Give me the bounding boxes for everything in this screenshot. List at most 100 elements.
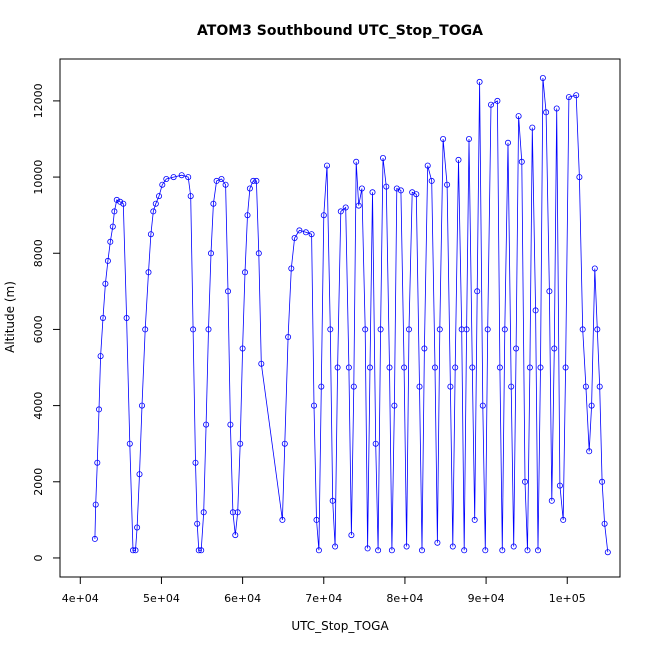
x-axis-label: UTC_Stop_TOGA: [291, 619, 389, 633]
data-point: [337, 208, 344, 215]
data-point: [237, 440, 244, 447]
data-point: [315, 547, 322, 554]
data-point: [529, 124, 536, 131]
data-point: [501, 326, 508, 333]
data-point: [210, 200, 217, 207]
x-tick-label: 1e+05: [549, 592, 586, 605]
data-point: [401, 364, 408, 371]
y-tick-label: 0: [32, 554, 45, 561]
data-point: [342, 204, 349, 211]
data-point: [222, 181, 229, 188]
data-point: [560, 516, 567, 523]
chart-title: ATOM3 Southbound UTC_Stop_TOGA: [197, 23, 483, 39]
data-point: [591, 265, 598, 272]
data-point: [421, 345, 428, 352]
data-point: [195, 547, 202, 554]
data-point: [522, 478, 529, 485]
data-point: [586, 448, 593, 455]
data-point: [474, 288, 481, 295]
data-point: [596, 383, 603, 390]
data-point: [142, 326, 149, 333]
data-point: [109, 223, 116, 230]
data-point: [463, 326, 470, 333]
data-point: [469, 364, 476, 371]
data-point: [428, 177, 435, 184]
data-point: [513, 345, 520, 352]
data-point: [285, 333, 292, 340]
data-point: [386, 364, 393, 371]
data-point: [192, 459, 199, 466]
data-point: [113, 196, 120, 203]
data-point: [440, 135, 447, 142]
data-point: [369, 189, 376, 196]
data-point: [535, 547, 542, 554]
data-point: [185, 174, 192, 181]
data-point: [471, 516, 478, 523]
data-point: [241, 269, 248, 276]
data-point: [543, 109, 550, 116]
data-point: [524, 547, 531, 554]
data-point: [518, 158, 525, 165]
data-point: [582, 383, 589, 390]
data-point: [508, 383, 515, 390]
data-point: [449, 543, 456, 550]
data-point: [461, 547, 468, 554]
data-point: [465, 135, 472, 142]
data-point: [218, 175, 225, 182]
data-point: [96, 406, 103, 413]
data-point: [187, 193, 194, 200]
data-point: [291, 234, 298, 241]
data-point: [308, 231, 315, 238]
data-point: [120, 200, 127, 207]
data-point: [416, 383, 423, 390]
data-point: [327, 326, 334, 333]
data-point: [537, 364, 544, 371]
plot-area: [91, 75, 611, 556]
y-axis: 0 2000 4000 6000 8000 10000 12000: [32, 83, 61, 561]
data-point: [147, 231, 154, 238]
data-point: [391, 402, 398, 409]
y-tick-label: 6000: [32, 315, 45, 343]
data-point: [494, 97, 501, 104]
data-point: [482, 547, 489, 554]
data-point: [102, 280, 109, 287]
data-point: [551, 345, 558, 352]
data-point: [126, 440, 133, 447]
data-point: [599, 478, 606, 485]
data-point: [279, 516, 286, 523]
data-point: [355, 202, 362, 209]
y-axis-label: Altitude (m): [3, 281, 17, 353]
data-point: [377, 326, 384, 333]
data-point: [313, 516, 320, 523]
x-tick-label: 5e+04: [143, 592, 180, 605]
data-point: [281, 440, 288, 447]
data-point: [455, 156, 462, 163]
data-point: [163, 175, 170, 182]
data-point: [484, 326, 491, 333]
data-point: [532, 307, 539, 314]
data-point: [132, 547, 139, 554]
data-point: [136, 471, 143, 478]
data-point: [565, 94, 572, 101]
data-point: [515, 113, 522, 120]
data-point: [97, 353, 104, 360]
data-point: [91, 535, 98, 542]
data-point: [155, 193, 162, 200]
data-point: [334, 364, 341, 371]
data-point: [366, 364, 373, 371]
data-point: [379, 154, 386, 161]
data-point: [444, 181, 451, 188]
data-point: [200, 509, 207, 516]
x-tick-label: 7e+04: [305, 592, 342, 605]
data-point: [588, 402, 595, 409]
data-point: [205, 326, 212, 333]
data-point: [403, 543, 410, 550]
data-point: [447, 383, 454, 390]
data-point: [436, 326, 443, 333]
data-point: [234, 509, 241, 516]
data-point: [604, 549, 611, 556]
data-point: [94, 459, 101, 466]
series-line: [94, 77, 609, 553]
data-point: [556, 482, 563, 489]
data-point: [601, 520, 608, 527]
